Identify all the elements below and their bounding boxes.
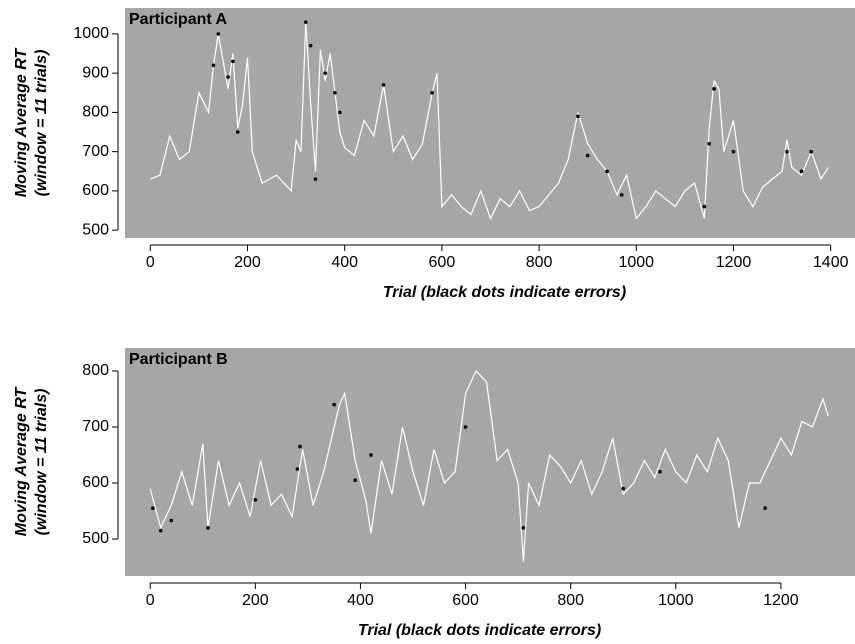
y-axis-label: (window = 11 trials) (33, 50, 50, 197)
error-dot (712, 87, 716, 91)
x-tick-label: 400 (347, 592, 374, 609)
y-tick-label: 800 (82, 104, 109, 121)
error-dot (211, 63, 216, 68)
error-dot (338, 110, 342, 115)
error-dot (809, 149, 814, 154)
x-tick-label: 1200 (716, 254, 752, 271)
error-dot (763, 506, 767, 511)
error-dot (785, 149, 789, 154)
error-dot (151, 506, 155, 511)
error-dot (298, 444, 302, 449)
error-dot (702, 204, 707, 209)
error-dot (308, 43, 313, 48)
y-tick-label: 700 (82, 143, 109, 160)
error-dot (463, 425, 468, 429)
rt-line (150, 22, 829, 220)
error-dot (619, 193, 624, 197)
error-dot (313, 177, 318, 181)
error-dot (585, 153, 590, 158)
error-dot (295, 467, 300, 471)
error-dot (216, 32, 221, 36)
y-tick-label: 500 (82, 530, 109, 547)
x-tick-label: 800 (557, 592, 584, 609)
error-dot (430, 90, 434, 95)
plot-area (125, 348, 855, 576)
x-tick-label: 200 (234, 254, 261, 271)
y-tick-label: 900 (82, 64, 109, 81)
error-dot (169, 518, 174, 523)
error-dot (332, 402, 336, 407)
y-tick-label: 1000 (73, 25, 109, 42)
rt-line (149, 369, 829, 562)
error-dot (621, 486, 626, 491)
error-dot (231, 59, 235, 64)
x-tick-label: 1000 (658, 592, 694, 609)
error-dot (521, 526, 526, 530)
error-dot (333, 90, 337, 95)
x-axis-label: Trial (black dots indicate errors) (383, 284, 626, 301)
error-dot (731, 149, 736, 154)
x-tick-label: 400 (331, 254, 358, 271)
error-dot (253, 498, 258, 502)
error-dot (303, 20, 308, 24)
error-dot (158, 528, 163, 533)
panel-title: Participant B (129, 351, 228, 368)
error-dot (226, 75, 230, 79)
x-tick-label: 1200 (763, 592, 799, 609)
error-dot (658, 470, 662, 474)
x-tick-label: 200 (242, 592, 269, 609)
plot-area (125, 8, 855, 238)
panel-title: Participant A (129, 11, 228, 28)
x-tick-label: 800 (526, 254, 553, 271)
x-tick-label: 0 (146, 592, 155, 609)
error-dot (323, 71, 328, 75)
error-dot (707, 142, 711, 146)
error-dot (605, 169, 609, 174)
x-tick-label: 0 (146, 254, 155, 271)
y-tick-label: 500 (82, 221, 109, 238)
y-axis-label: Moving Average RT (13, 48, 30, 198)
y-tick-label: 600 (82, 182, 109, 199)
error-dot (206, 526, 210, 530)
x-tick-label: 600 (452, 592, 479, 609)
x-tick-label: 1000 (618, 254, 654, 271)
error-dot (353, 478, 357, 483)
y-axis-label: Moving Average RT (13, 387, 30, 537)
error-dot (369, 453, 373, 457)
error-dot (235, 130, 240, 134)
y-tick-label: 600 (82, 474, 109, 491)
y-tick-label: 700 (82, 418, 109, 435)
y-tick-label: 800 (82, 362, 109, 379)
x-tick-label: 600 (429, 254, 456, 271)
y-axis-label: (window = 11 trials) (33, 389, 50, 536)
error-dot (576, 114, 580, 119)
error-dot (799, 169, 804, 174)
error-dot (381, 83, 386, 87)
x-tick-label: 1400 (813, 254, 849, 271)
x-axis-label: Trial (black dots indicate errors) (358, 622, 601, 639)
